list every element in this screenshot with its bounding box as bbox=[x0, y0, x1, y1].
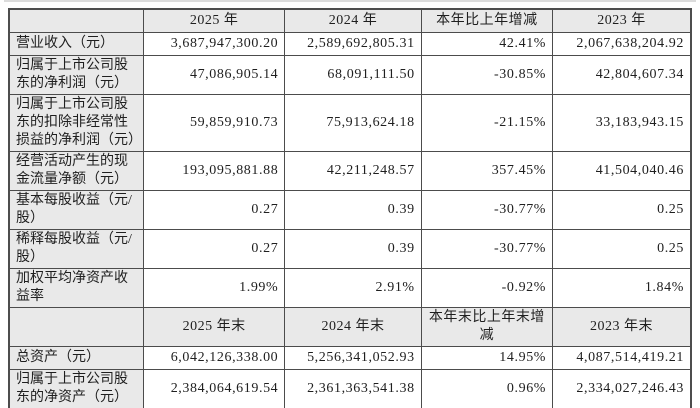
table-row-net-assets: 归属于上市公司股东的净资产（元） 2,384,064,619.54 2,361,… bbox=[8, 368, 692, 408]
col-header-2024: 2024 年 bbox=[284, 8, 422, 33]
financial-summary-table: 2025 年 2024 年 本年比上年增减 2023 年 营业收入（元） 3,6… bbox=[8, 8, 692, 408]
cropped-content-edge bbox=[4, 0, 696, 2]
weighted-roe-change: -0.92% bbox=[420, 267, 554, 308]
net-profit-2023: 42,804,607.34 bbox=[552, 54, 692, 95]
diluted-eps-2025: 0.27 bbox=[142, 228, 286, 269]
basic-eps-2024: 0.39 bbox=[284, 189, 422, 230]
cash-flow-change: 357.45% bbox=[420, 150, 554, 191]
col-header-2024-yearend: 2024 年末 bbox=[284, 306, 422, 347]
revenue-2023: 2,067,638,204.92 bbox=[552, 31, 692, 56]
revenue-2025: 3,687,947,300.20 bbox=[142, 31, 286, 56]
col-header-yoy-change: 本年比上年增减 bbox=[420, 8, 554, 33]
table-row-revenue: 营业收入（元） 3,687,947,300.20 2,589,692,805.3… bbox=[8, 31, 692, 56]
row-label-net-profit: 归属于上市公司股东的净利润（元） bbox=[8, 54, 144, 95]
net-profit-excl-2024: 75,913,624.18 bbox=[284, 93, 422, 152]
row-label-total-assets: 总资产（元） bbox=[8, 345, 144, 370]
weighted-roe-2023: 1.84% bbox=[552, 267, 692, 308]
net-profit-excl-2023: 33,183,943.15 bbox=[552, 93, 692, 152]
corner-cell-yearend bbox=[8, 306, 144, 347]
table-row-net-profit: 归属于上市公司股东的净利润（元） 47,086,905.14 68,091,11… bbox=[8, 54, 692, 95]
cash-flow-2024: 42,211,248.57 bbox=[284, 150, 422, 191]
net-profit-2024: 68,091,111.50 bbox=[284, 54, 422, 95]
diluted-eps-2024: 0.39 bbox=[284, 228, 422, 269]
weighted-roe-2024: 2.91% bbox=[284, 267, 422, 308]
net-profit-excl-2025: 59,859,910.73 bbox=[142, 93, 286, 152]
basic-eps-change: -30.77% bbox=[420, 189, 554, 230]
net-assets-change: 0.96% bbox=[420, 368, 554, 408]
total-assets-2023: 4,087,514,419.21 bbox=[552, 345, 692, 370]
row-label-weighted-roe: 加权平均净资产收益率 bbox=[8, 267, 144, 308]
row-label-net-profit-excl-nonrecurring: 归属于上市公司股东的扣除非经常性损益的净利润（元） bbox=[8, 93, 144, 152]
table-row-weighted-roe: 加权平均净资产收益率 1.99% 2.91% -0.92% 1.84% bbox=[8, 267, 692, 308]
col-header-yearend-change: 本年末比上年末增减 bbox=[420, 306, 554, 347]
col-header-2025: 2025 年 bbox=[142, 8, 286, 33]
col-header-2023-yearend: 2023 年末 bbox=[552, 306, 692, 347]
diluted-eps-change: -30.77% bbox=[420, 228, 554, 269]
net-assets-2025: 2,384,064,619.54 bbox=[142, 368, 286, 408]
net-assets-2024: 2,361,363,541.38 bbox=[284, 368, 422, 408]
basic-eps-2025: 0.27 bbox=[142, 189, 286, 230]
net-profit-excl-change: -21.15% bbox=[420, 93, 554, 152]
cash-flow-2025: 193,095,881.88 bbox=[142, 150, 286, 191]
table-row-net-profit-excl-nonrecurring: 归属于上市公司股东的扣除非经常性损益的净利润（元） 59,859,910.73 … bbox=[8, 93, 692, 152]
row-label-operating-cash-flow: 经营活动产生的现金流量净额（元） bbox=[8, 150, 144, 191]
total-assets-change: 14.95% bbox=[420, 345, 554, 370]
header-row-yearend: 2025 年末 2024 年末 本年末比上年末增减 2023 年末 bbox=[8, 306, 692, 347]
table-row-basic-eps: 基本每股收益（元/股） 0.27 0.39 -30.77% 0.25 bbox=[8, 189, 692, 230]
cash-flow-2023: 41,504,040.46 bbox=[552, 150, 692, 191]
table-row-operating-cash-flow: 经营活动产生的现金流量净额（元） 193,095,881.88 42,211,2… bbox=[8, 150, 692, 191]
row-label-net-assets: 归属于上市公司股东的净资产（元） bbox=[8, 368, 144, 408]
corner-cell bbox=[8, 8, 144, 33]
weighted-roe-2025: 1.99% bbox=[142, 267, 286, 308]
table-row-total-assets: 总资产（元） 6,042,126,338.00 5,256,341,052.93… bbox=[8, 345, 692, 370]
row-label-diluted-eps: 稀释每股收益（元/股） bbox=[8, 228, 144, 269]
revenue-change: 42.41% bbox=[420, 31, 554, 56]
table-row-diluted-eps: 稀释每股收益（元/股） 0.27 0.39 -30.77% 0.25 bbox=[8, 228, 692, 269]
basic-eps-2023: 0.25 bbox=[552, 189, 692, 230]
total-assets-2024: 5,256,341,052.93 bbox=[284, 345, 422, 370]
header-row-period: 2025 年 2024 年 本年比上年增减 2023 年 bbox=[8, 8, 692, 33]
col-header-2023: 2023 年 bbox=[552, 8, 692, 33]
diluted-eps-2023: 0.25 bbox=[552, 228, 692, 269]
col-header-2025-yearend: 2025 年末 bbox=[142, 306, 286, 347]
net-assets-2023: 2,334,027,246.43 bbox=[552, 368, 692, 408]
row-label-basic-eps: 基本每股收益（元/股） bbox=[8, 189, 144, 230]
net-profit-change: -30.85% bbox=[420, 54, 554, 95]
row-label-revenue: 营业收入（元） bbox=[8, 31, 144, 56]
net-profit-2025: 47,086,905.14 bbox=[142, 54, 286, 95]
total-assets-2025: 6,042,126,338.00 bbox=[142, 345, 286, 370]
revenue-2024: 2,589,692,805.31 bbox=[284, 31, 422, 56]
